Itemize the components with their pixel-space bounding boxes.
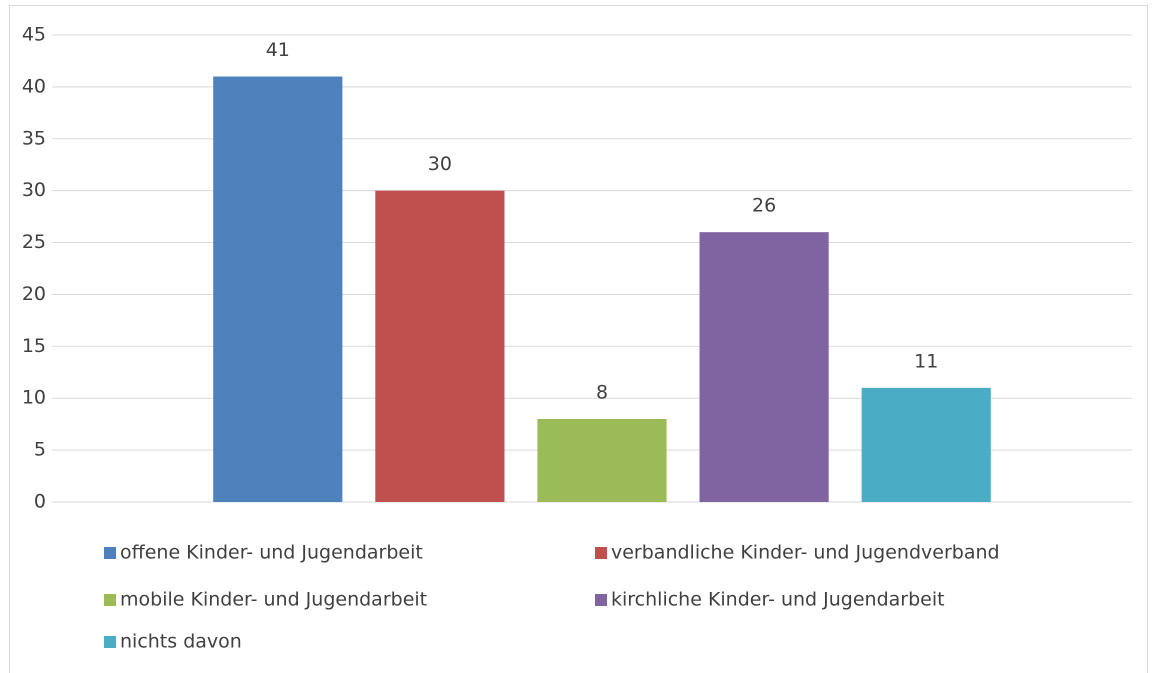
chart-border [9, 5, 1148, 673]
y-tick-label: 5 [34, 439, 46, 461]
y-tick-label: 30 [22, 179, 46, 201]
legend-swatch [595, 547, 607, 559]
bar [861, 387, 991, 502]
y-tick-label: 40 [22, 75, 46, 97]
y-tick-label: 35 [22, 127, 46, 149]
bar [375, 190, 505, 502]
y-tick-label: 15 [22, 335, 46, 357]
y-tick-label: 45 [22, 24, 46, 46]
legend-label: verbandliche Kinder- und Jugendverband [611, 542, 1000, 564]
data-label: 8 [596, 381, 608, 403]
y-tick-label: 10 [22, 387, 46, 409]
data-label: 30 [428, 153, 452, 175]
legend-swatch [595, 594, 607, 606]
legend-label: mobile Kinder- und Jugendarbeit [120, 589, 427, 611]
data-label: 26 [752, 195, 776, 217]
bar [699, 232, 829, 502]
data-label: 11 [914, 350, 938, 372]
bar [213, 76, 343, 502]
legend-label: offene Kinder- und Jugendarbeit [120, 542, 423, 564]
legend-swatch [104, 636, 116, 648]
legend-swatch [104, 547, 116, 559]
legend-label: nichts davon [120, 631, 242, 653]
y-tick-label: 25 [22, 231, 46, 253]
y-tick-label: 20 [22, 283, 46, 305]
y-tick-label: 0 [34, 491, 46, 513]
bar [537, 418, 667, 502]
legend-label: kirchliche Kinder- und Jugendarbeit [611, 589, 945, 611]
data-label: 41 [266, 39, 290, 61]
legend-swatch [104, 594, 116, 606]
